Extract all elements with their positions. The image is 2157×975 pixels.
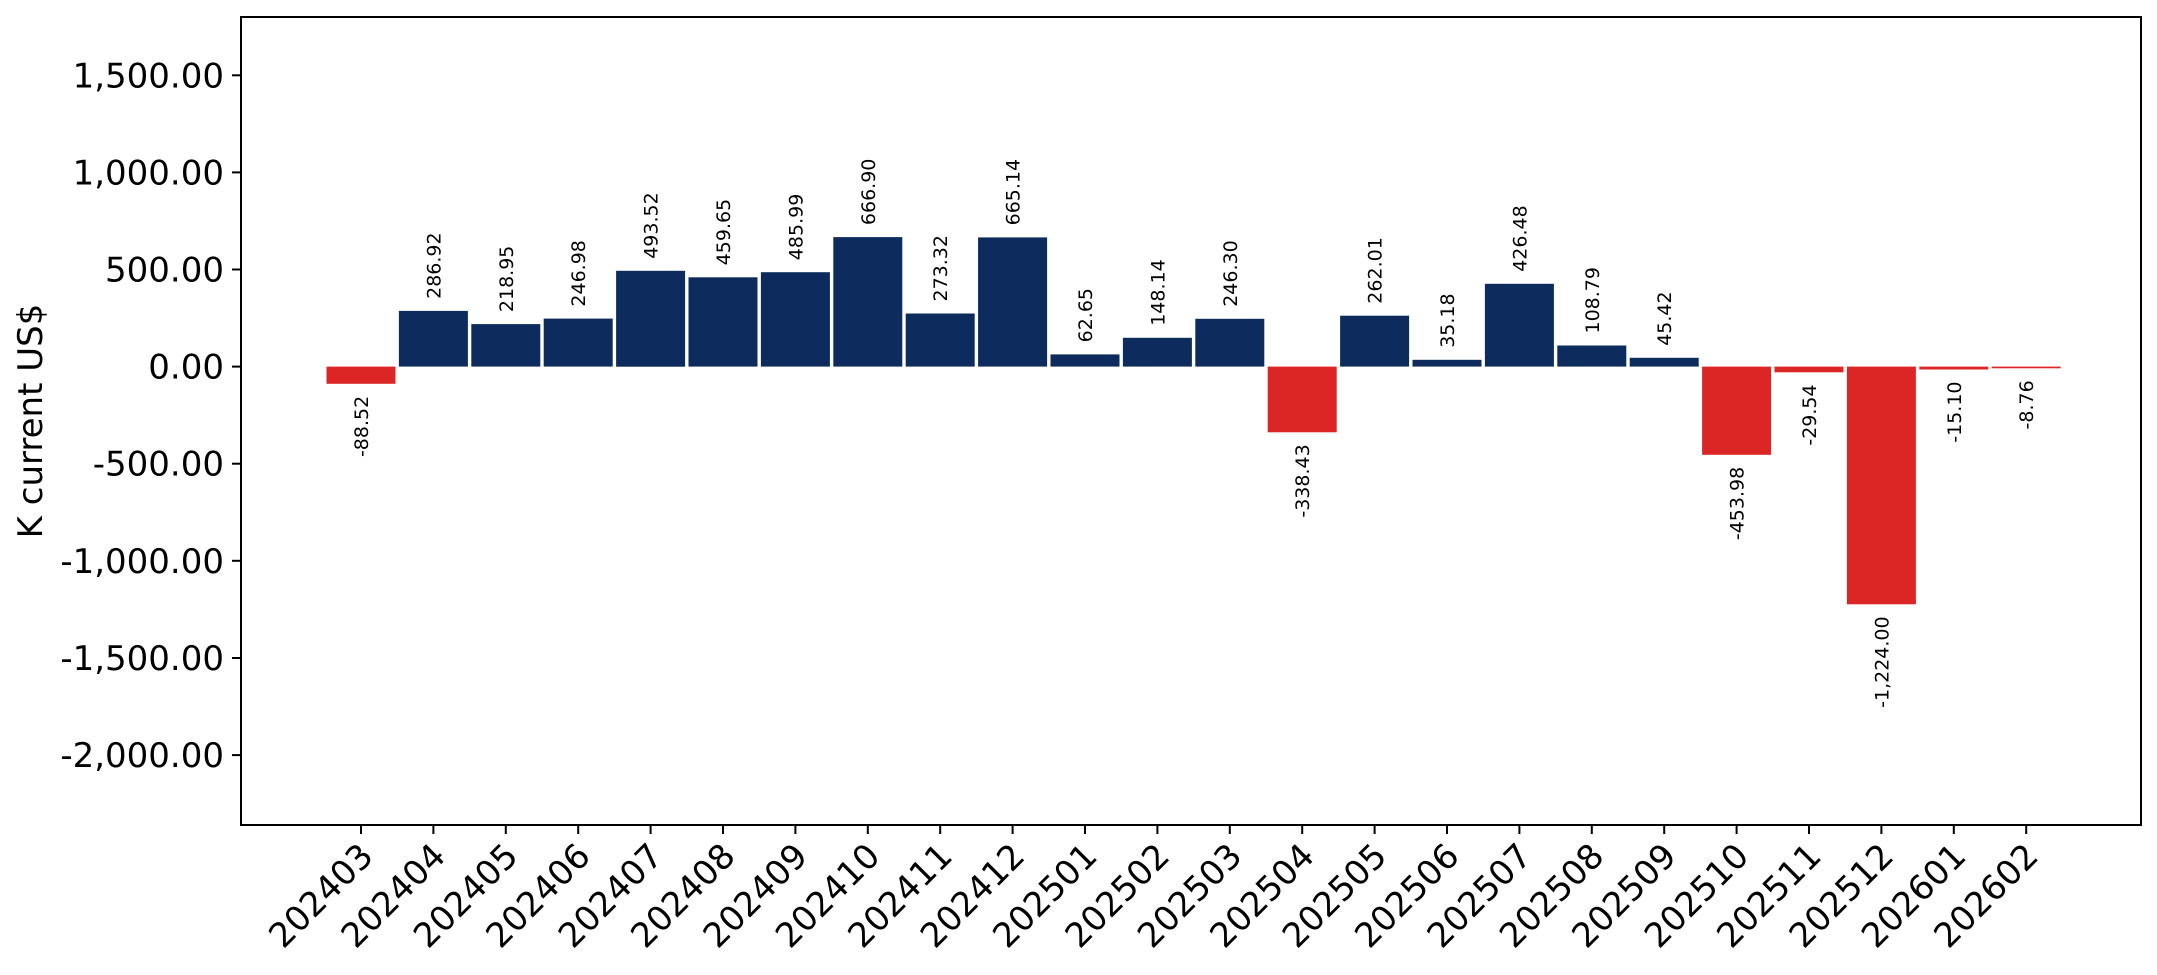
y-tick-label: 500.00: [105, 251, 224, 291]
bar: [760, 272, 830, 367]
bar-value-label: 262.01: [1365, 237, 1387, 303]
y-axis-title: K current US$: [11, 304, 51, 539]
bar: [1991, 366, 2061, 369]
bar: [1774, 366, 1844, 373]
bar: [688, 277, 758, 367]
y-tick-label: -500.00: [93, 445, 224, 485]
y-tick-label: -2,000.00: [60, 736, 224, 776]
bar-value-label: 665.14: [1003, 159, 1025, 225]
y-tick-label: -1,000.00: [60, 542, 224, 582]
bar-value-label: -1,224.00: [1871, 616, 1893, 707]
bar-value-label: 35.18: [1437, 293, 1459, 347]
bar-value-label: 426.48: [1509, 205, 1531, 271]
bar: [398, 310, 468, 367]
bar-value-label: 273.32: [930, 235, 952, 301]
bar-value-label: 246.98: [568, 240, 590, 306]
y-tick-label: 1,500.00: [73, 56, 224, 96]
bar-value-label: -8.76: [2016, 380, 2038, 429]
bar: [616, 270, 686, 367]
y-tick-label: -1,500.00: [60, 639, 224, 679]
bar: [471, 324, 541, 367]
bar-value-label: -338.43: [1292, 444, 1314, 517]
plot-frame: [240, 16, 2142, 826]
bar: [833, 237, 903, 367]
bar: [905, 313, 975, 367]
bar: [1195, 318, 1265, 367]
bar-value-label: 218.95: [496, 246, 518, 312]
bar-value-label: -29.54: [1799, 384, 1821, 445]
bar: [1629, 357, 1699, 367]
y-tick-label: 1,000.00: [73, 153, 224, 193]
bar: [1919, 366, 1989, 370]
bar: [1267, 366, 1337, 433]
bars-layer: [326, 237, 2061, 605]
bar-value-label: 45.42: [1654, 291, 1676, 345]
bar-value-label: 485.99: [785, 194, 807, 260]
bar-value-label: 148.14: [1147, 259, 1169, 325]
bar: [1050, 354, 1120, 367]
bar-labels-layer: -88.52 286.92 218.95 246.98 493.52 459.65 485.…: [351, 159, 2038, 708]
y-tick-label: 0.00: [148, 348, 224, 388]
bar-value-label: 286.92: [423, 232, 445, 298]
bar: [978, 237, 1048, 367]
bar: [1702, 366, 1772, 455]
bar-value-label: -88.52: [351, 396, 373, 457]
bar: [1846, 366, 1916, 605]
y-axis: -2,000.00 -1,500.00 -1,000.00 -500.00 0.00 50…: [60, 56, 241, 776]
bar-value-label: 108.79: [1582, 267, 1604, 333]
bar: [1557, 345, 1627, 367]
bar-value-label: -453.98: [1727, 467, 1749, 540]
bar: [1412, 359, 1482, 367]
bar-value-label: 246.30: [1220, 240, 1242, 306]
bar: [1340, 315, 1410, 367]
bar-value-label: 459.65: [713, 199, 735, 265]
bar: [543, 318, 613, 367]
bar-value-label: 62.65: [1075, 288, 1097, 342]
bar: [1484, 283, 1554, 367]
bar: [1122, 337, 1192, 367]
bar-value-label: 493.52: [641, 192, 663, 258]
bar-value-label: -15.10: [1944, 382, 1966, 443]
bar: [326, 366, 396, 384]
bar-value-label: 666.90: [858, 159, 880, 225]
